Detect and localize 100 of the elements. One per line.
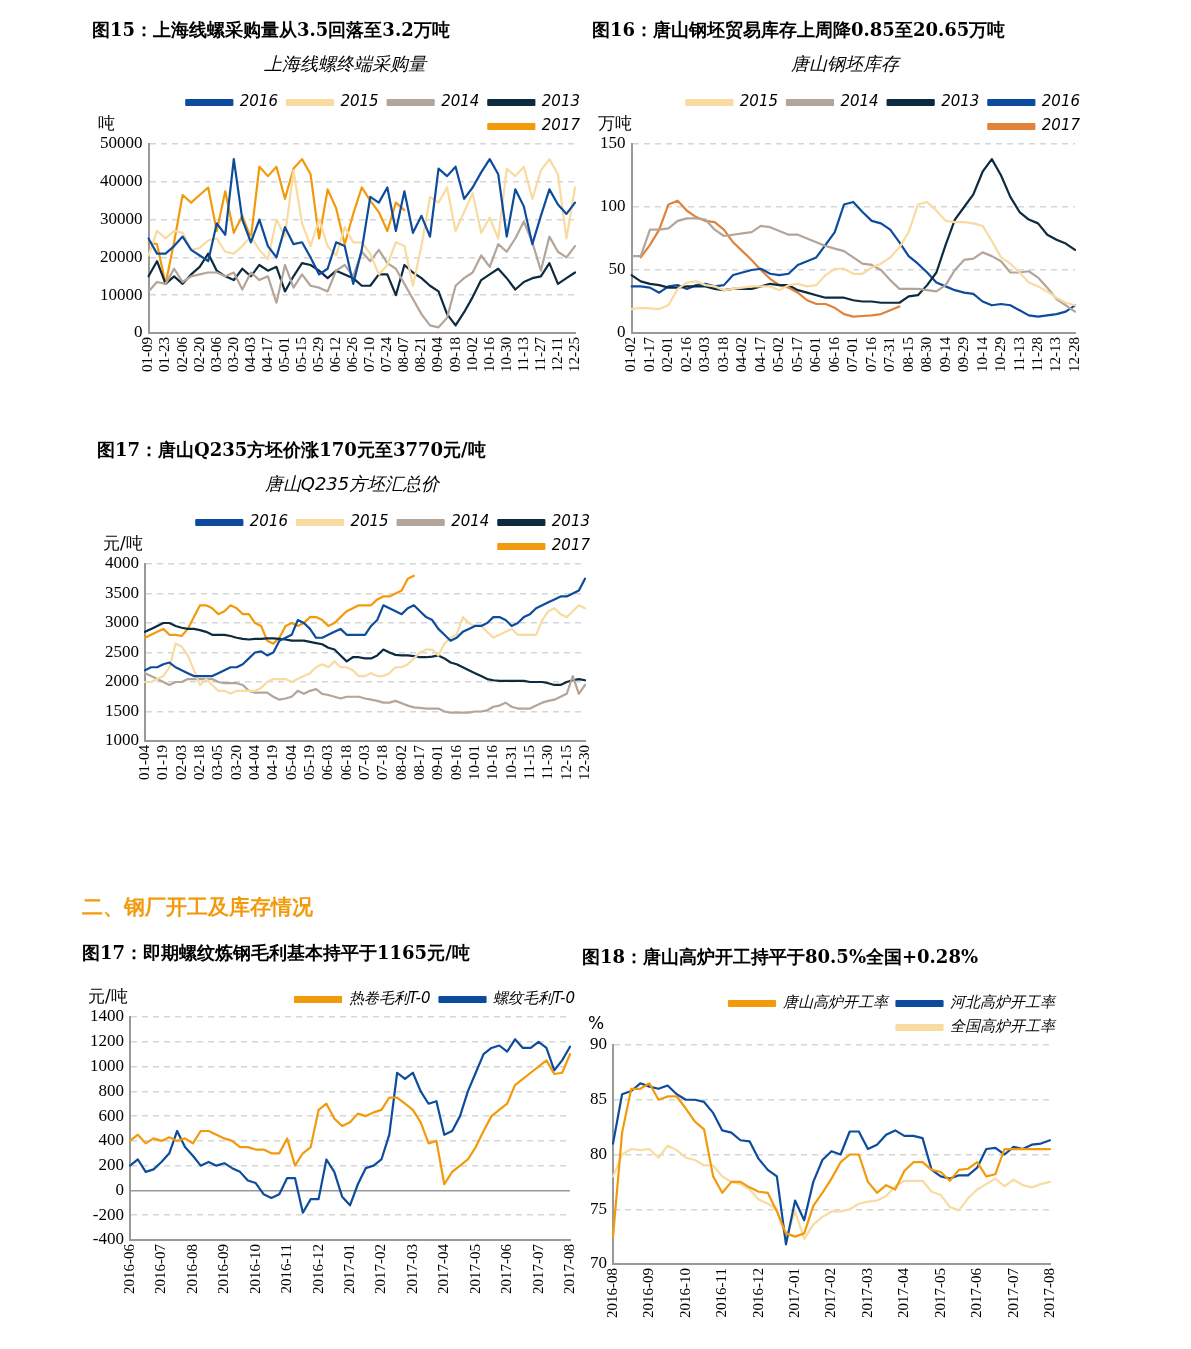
x-tick-label: 2016-09 [640, 1268, 657, 1318]
x-tick-label: 03-06 [207, 336, 224, 372]
x-tick-label: 2017-08 [1040, 1268, 1057, 1318]
x-tick-label: 12-30 [575, 745, 592, 780]
x-tick-label: 06-16 [825, 336, 842, 372]
x-tick-label: 05-17 [788, 336, 805, 372]
x-tick-label: 2017-06 [498, 1243, 515, 1294]
x-tick-label: 08-07 [395, 336, 412, 372]
y-tick-label: 2500 [105, 641, 139, 661]
x-tick-label: 10-16 [480, 336, 497, 372]
legend-label: 2016 [1041, 92, 1081, 111]
legend-label: 河北高炉开工率 [950, 993, 1057, 1012]
x-tick-label: 2017-04 [895, 1267, 912, 1318]
y-tick-label: 20000 [100, 246, 143, 266]
legend-label: 2017 [1041, 116, 1081, 135]
x-tick-label: 05-02 [770, 337, 787, 372]
legend-label: 唐山高炉开工率 [782, 993, 890, 1012]
x-tick-label: 2017-06 [968, 1267, 985, 1318]
x-tick-label: 09-04 [429, 336, 446, 372]
chart-title: 图17：唐山Q235方坯价涨170元至3770元/吨 [97, 438, 487, 462]
y-tick-label: 90 [590, 1034, 607, 1054]
y-axis-title: 元/吨 [103, 532, 143, 555]
x-tick-label: 10-30 [497, 337, 514, 372]
chart-title: 图18：唐山高炉开工持平于80.5%全国+0.28% [582, 945, 980, 969]
x-tick-label: 06-12 [327, 337, 344, 372]
y-axis-title: 万吨 [598, 112, 632, 135]
x-tick-label: 08-15 [899, 337, 916, 372]
legend-label: 2013 [551, 512, 591, 531]
x-tick-label: 2017-01 [340, 1244, 357, 1294]
x-tick-label: 2016-12 [749, 1268, 766, 1318]
legend-label: 2014 [441, 92, 480, 111]
x-tick-label: 08-30 [918, 337, 935, 372]
y-tick-label: 2000 [105, 671, 139, 691]
legend-label: 2016 [249, 512, 288, 531]
x-tick-label: 2017-05 [466, 1244, 483, 1294]
legend-label: 全国高炉开工率 [950, 1017, 1057, 1036]
chart-title: 图15：上海线螺采购量从3.5回落至3.2万吨 [92, 19, 450, 40]
x-tick-label: 02-18 [190, 745, 207, 780]
y-tick-label: 600 [98, 1105, 124, 1125]
x-tick-label: 03-20 [224, 337, 241, 372]
legend-label: 2014 [451, 512, 490, 531]
y-tick-label: 200 [98, 1155, 124, 1175]
x-tick-label: 2016-07 [152, 1243, 169, 1294]
x-tick-label: 01-23 [156, 337, 173, 372]
x-tick-label: 04-17 [258, 336, 275, 372]
x-tick-label: 11-27 [531, 336, 548, 372]
x-tick-label: 2017-02 [372, 1244, 389, 1294]
x-tick-label: 2017-07 [529, 1243, 546, 1294]
x-tick-label: 10-29 [992, 337, 1009, 372]
x-tick-label: 09-29 [955, 337, 972, 372]
y-tick-label: 80 [590, 1143, 607, 1163]
legend-label: 2017 [551, 536, 591, 555]
y-tick-label: 75 [590, 1198, 607, 1218]
x-tick-label: 06-26 [344, 336, 361, 372]
x-tick-label: 2017-04 [435, 1243, 452, 1294]
x-tick-label: 2017-07 [1004, 1267, 1021, 1318]
x-tick-label: 03-18 [714, 337, 731, 372]
chart-subtitle: 上海线螺终端采购量 [262, 52, 429, 76]
legend-label: 2013 [541, 92, 581, 111]
x-tick-label: 12-13 [1047, 337, 1064, 372]
x-tick-label: 11-15 [520, 745, 537, 780]
y-tick-label: 150 [600, 133, 626, 153]
x-tick-label: 07-03 [355, 745, 372, 780]
y-axis-title: % [588, 1013, 605, 1033]
y-tick-label: 1200 [90, 1031, 124, 1051]
chart-subtitle: 唐山Q235方坯汇总价 [263, 472, 441, 496]
y-tick-label: 85 [590, 1089, 607, 1109]
x-tick-label: 02-20 [190, 337, 207, 372]
text: 二、钢厂开工及库存情况 [82, 894, 314, 921]
x-tick-label: 11-30 [539, 745, 556, 780]
y-tick-label: 800 [98, 1080, 124, 1100]
x-tick-label: 07-31 [881, 337, 898, 372]
y-tick-label: 30000 [100, 209, 143, 229]
x-tick-label: 09-16 [447, 744, 464, 780]
x-tick-label: 2016-09 [215, 1244, 232, 1294]
y-tick-label: -200 [92, 1204, 124, 1224]
x-tick-label: 2017-03 [858, 1268, 875, 1318]
y-tick-label: 0 [115, 1179, 124, 1199]
legend-label: 2015 [350, 512, 389, 531]
x-tick-label: 02-01 [659, 337, 676, 372]
x-tick-label: 10-31 [502, 745, 519, 780]
x-tick-label: 10-02 [463, 337, 480, 372]
x-tick-label: 2017-08 [560, 1244, 577, 1294]
y-axis-title: 元/吨 [88, 985, 128, 1008]
y-tick-label: 1500 [105, 700, 139, 720]
x-tick-label: 09-14 [936, 336, 953, 372]
x-tick-label: 11-28 [1028, 337, 1045, 372]
y-tick-label: 10000 [100, 284, 143, 304]
x-tick-label: 10-16 [484, 744, 501, 780]
y-tick-label: 100 [600, 196, 626, 216]
x-tick-label: 02-06 [173, 336, 190, 372]
x-tick-label: 05-04 [282, 744, 299, 780]
x-tick-label: 04-03 [241, 337, 258, 372]
x-tick-label: 07-16 [862, 336, 879, 372]
x-tick-label: 12-15 [557, 745, 574, 780]
x-tick-label: 01-19 [154, 745, 171, 780]
x-tick-label: 04-02 [733, 337, 750, 372]
x-tick-label: 07-24 [378, 336, 395, 372]
x-tick-label: 03-20 [227, 745, 244, 780]
x-tick-label: 2016-11 [278, 1244, 295, 1294]
